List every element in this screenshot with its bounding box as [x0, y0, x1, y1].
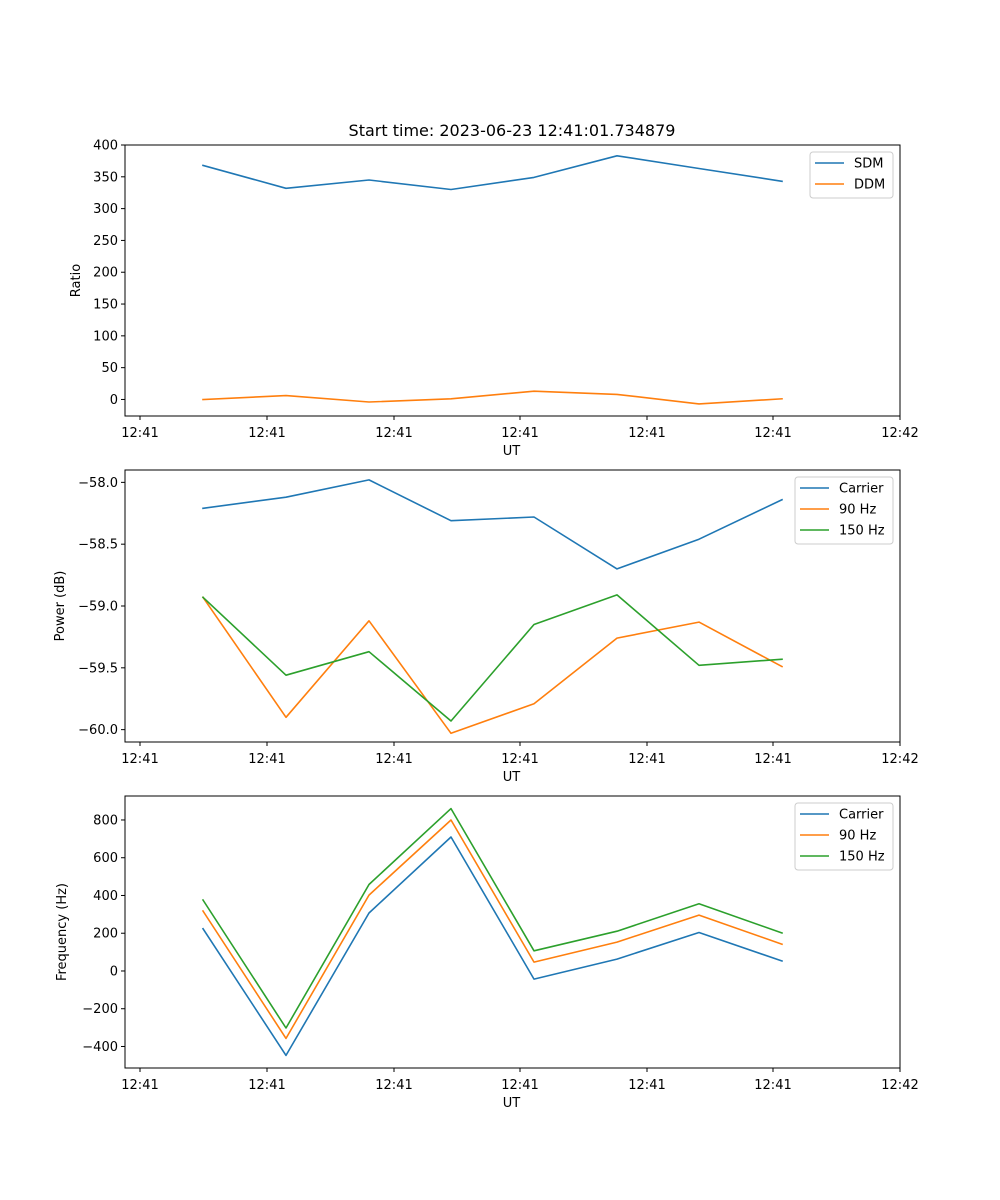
- y-axis-label: Power (dB): [53, 571, 68, 642]
- x-tick-label: 12:41: [754, 426, 791, 441]
- x-tick-label: 12:41: [501, 426, 538, 441]
- y-tick-label: −200: [82, 1002, 118, 1017]
- legend-entry: 90 Hz: [839, 829, 876, 844]
- x-tick-label: 12:41: [754, 752, 791, 767]
- y-tick-label: 0: [110, 393, 118, 408]
- x-tick-label: 12:42: [881, 1078, 918, 1093]
- x-tick-label: 12:41: [248, 426, 285, 441]
- x-tick-label: 12:41: [628, 426, 665, 441]
- series-line-carrier: [201, 836, 784, 1057]
- y-tick-label: −58.0: [78, 476, 118, 491]
- legend-entry: 150 Hz: [839, 524, 885, 539]
- legend: Carrier 90 Hz 150 Hz: [794, 802, 894, 871]
- y-tick-label: 200: [93, 266, 118, 281]
- x-tick-label: 12:41: [121, 752, 158, 767]
- plot-frame: [124, 144, 901, 417]
- y-tick-label: 250: [93, 234, 118, 249]
- x-tick-label: 12:42: [881, 752, 918, 767]
- y-axis-label: Frequency (Hz): [55, 883, 70, 981]
- x-tick-label: 12:41: [754, 1078, 791, 1093]
- y-tick-label: 150: [93, 298, 118, 313]
- y-axis-label: Ratio: [69, 264, 84, 297]
- legend-entry: Carrier: [839, 482, 884, 497]
- legend-entry: DDM: [854, 178, 885, 193]
- legend-entry: 150 Hz: [839, 850, 885, 865]
- y-tick-label: 0: [110, 964, 118, 979]
- chart-panel-1: 12:41 12:41 12:41 12:41 12:41 12:41 12:42 0 50 10…: [69, 139, 919, 460]
- y-tick-label: −60.0: [78, 723, 118, 738]
- series-line-150-hz: [201, 594, 783, 722]
- x-tick-label: 12:42: [881, 426, 918, 441]
- series-line-sdm: [202, 155, 783, 191]
- figure-title: Start time: 2023-06-23 12:41:01.734879: [349, 121, 676, 140]
- x-tick-label: 12:41: [248, 752, 285, 767]
- y-tick-label: 100: [93, 329, 118, 344]
- series-line-90-hz: [201, 819, 784, 1040]
- legend-entry: Carrier: [839, 808, 884, 823]
- legend-entry: SDM: [854, 157, 883, 172]
- y-tick-label: −59.0: [78, 600, 118, 615]
- legend-box: [794, 802, 894, 871]
- x-axis-label: UT: [503, 1096, 521, 1111]
- x-tick-label: 12:41: [121, 426, 158, 441]
- series-line-90-hz: [201, 596, 784, 735]
- y-tick-label: 50: [101, 361, 118, 376]
- x-tick-label: 12:41: [375, 1078, 412, 1093]
- series-line-carrier: [202, 479, 784, 570]
- x-tick-label: 12:41: [501, 1078, 538, 1093]
- x-tick-label: 12:41: [628, 752, 665, 767]
- y-tick-label: 300: [93, 202, 118, 217]
- y-tick-label: 800: [93, 813, 118, 828]
- y-tick-label: 350: [93, 170, 118, 185]
- y-tick-label: 400: [93, 139, 118, 154]
- chart-panels: 12:41 12:41 12:41 12:41 12:41 12:41 12:42 0 50 10…: [53, 139, 919, 1112]
- legend: Carrier 90 Hz 150 Hz: [794, 476, 894, 545]
- y-tick-label: 400: [93, 889, 118, 904]
- x-tick-label: 12:41: [628, 1078, 665, 1093]
- legend-entry: 90 Hz: [839, 503, 876, 518]
- y-tick-label: 200: [93, 927, 118, 942]
- x-axis-label: UT: [503, 770, 521, 785]
- plot-frame: [124, 795, 901, 1069]
- series-line-150-hz: [201, 807, 784, 1029]
- chart-panel-2: 12:41 12:41 12:41 12:41 12:41 12:41 12:42 −60.0…: [53, 469, 919, 785]
- chart-panel-3: 12:41 12:41 12:41 12:41 12:41 12:41 12:42 −400 −…: [55, 795, 919, 1111]
- x-axis-label: UT: [503, 444, 521, 459]
- y-tick-label: −400: [82, 1040, 118, 1055]
- x-tick-label: 12:41: [248, 1078, 285, 1093]
- legend-box: [794, 476, 894, 545]
- x-tick-label: 12:41: [375, 752, 412, 767]
- legend: SDM DDM: [809, 151, 894, 199]
- series-line-ddm: [202, 390, 783, 405]
- x-tick-label: 12:41: [121, 1078, 158, 1093]
- x-tick-label: 12:41: [501, 752, 538, 767]
- x-tick-label: 12:41: [375, 426, 412, 441]
- y-tick-label: −58.5: [78, 538, 118, 553]
- y-tick-label: −59.5: [78, 661, 118, 676]
- y-tick-label: 600: [93, 851, 118, 866]
